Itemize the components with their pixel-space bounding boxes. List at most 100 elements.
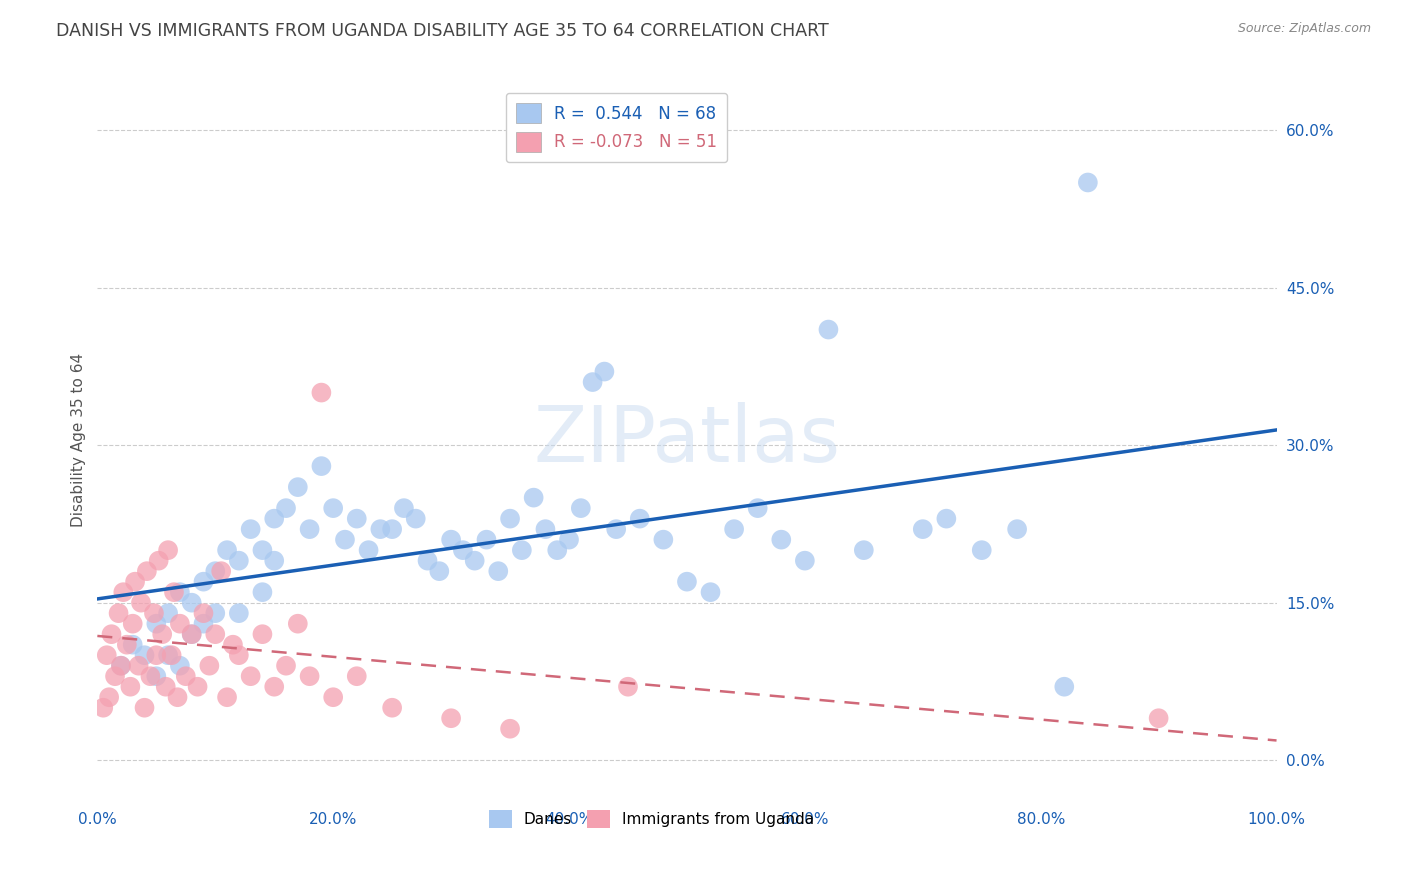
Point	[475, 533, 498, 547]
Text: Source: ZipAtlas.com: Source: ZipAtlas.com	[1237, 22, 1371, 36]
Point	[98, 690, 121, 705]
Point	[145, 648, 167, 663]
Point	[546, 543, 568, 558]
Point	[215, 543, 238, 558]
Point	[110, 658, 132, 673]
Y-axis label: Disability Age 35 to 64: Disability Age 35 to 64	[72, 353, 86, 527]
Point	[911, 522, 934, 536]
Point	[392, 501, 415, 516]
Point	[676, 574, 699, 589]
Point	[252, 585, 274, 599]
Point	[169, 658, 191, 673]
Point	[193, 606, 215, 620]
Point	[405, 511, 427, 525]
Point	[160, 648, 183, 663]
Point	[287, 480, 309, 494]
Point	[110, 658, 132, 673]
Point	[180, 627, 202, 641]
Point	[817, 322, 839, 336]
Point	[333, 533, 356, 547]
Point	[193, 616, 215, 631]
Point	[215, 690, 238, 705]
Point	[617, 680, 640, 694]
Point	[187, 680, 209, 694]
Point	[523, 491, 546, 505]
Point	[174, 669, 197, 683]
Point	[107, 606, 129, 620]
Point	[346, 511, 368, 525]
Point	[239, 669, 262, 683]
Point	[370, 522, 392, 536]
Point	[228, 648, 250, 663]
Point	[793, 554, 815, 568]
Point	[104, 669, 127, 683]
Point	[311, 385, 333, 400]
Point	[1053, 680, 1076, 694]
Point	[416, 554, 439, 568]
Point	[652, 533, 675, 547]
Point	[510, 543, 533, 558]
Point	[198, 658, 221, 673]
Point	[121, 638, 143, 652]
Point	[558, 533, 581, 547]
Point	[134, 700, 156, 714]
Point	[91, 700, 114, 714]
Point	[148, 554, 170, 568]
Point	[852, 543, 875, 558]
Point	[204, 627, 226, 641]
Point	[96, 648, 118, 663]
Point	[263, 680, 285, 694]
Point	[486, 564, 509, 578]
Text: DANISH VS IMMIGRANTS FROM UGANDA DISABILITY AGE 35 TO 64 CORRELATION CHART: DANISH VS IMMIGRANTS FROM UGANDA DISABIL…	[56, 22, 830, 40]
Point	[1005, 522, 1028, 536]
Point	[298, 669, 321, 683]
Point	[593, 365, 616, 379]
Point	[135, 564, 157, 578]
Point	[134, 648, 156, 663]
Point	[129, 596, 152, 610]
Point	[120, 680, 142, 694]
Point	[155, 680, 177, 694]
Point	[193, 574, 215, 589]
Point	[157, 606, 180, 620]
Point	[699, 585, 721, 599]
Point	[121, 616, 143, 631]
Point	[128, 658, 150, 673]
Point	[770, 533, 793, 547]
Point	[209, 564, 232, 578]
Point	[322, 690, 344, 705]
Point	[970, 543, 993, 558]
Point	[287, 616, 309, 631]
Point	[166, 690, 188, 705]
Point	[228, 606, 250, 620]
Point	[499, 511, 522, 525]
Point	[222, 638, 245, 652]
Point	[157, 543, 180, 558]
Point	[499, 722, 522, 736]
Point	[628, 511, 651, 525]
Point	[381, 700, 404, 714]
Point	[239, 522, 262, 536]
Point	[169, 585, 191, 599]
Point	[605, 522, 627, 536]
Text: ZIPatlas: ZIPatlas	[533, 402, 841, 478]
Point	[723, 522, 745, 536]
Point	[157, 648, 180, 663]
Point	[150, 627, 173, 641]
Point	[322, 501, 344, 516]
Point	[427, 564, 450, 578]
Point	[252, 543, 274, 558]
Point	[1147, 711, 1170, 725]
Point	[1077, 176, 1099, 190]
Point	[204, 564, 226, 578]
Point	[252, 627, 274, 641]
Point	[180, 627, 202, 641]
Point	[346, 669, 368, 683]
Point	[747, 501, 769, 516]
Point	[274, 658, 297, 673]
Point	[180, 596, 202, 610]
Point	[204, 606, 226, 620]
Point	[163, 585, 186, 599]
Point	[464, 554, 486, 568]
Point	[569, 501, 592, 516]
